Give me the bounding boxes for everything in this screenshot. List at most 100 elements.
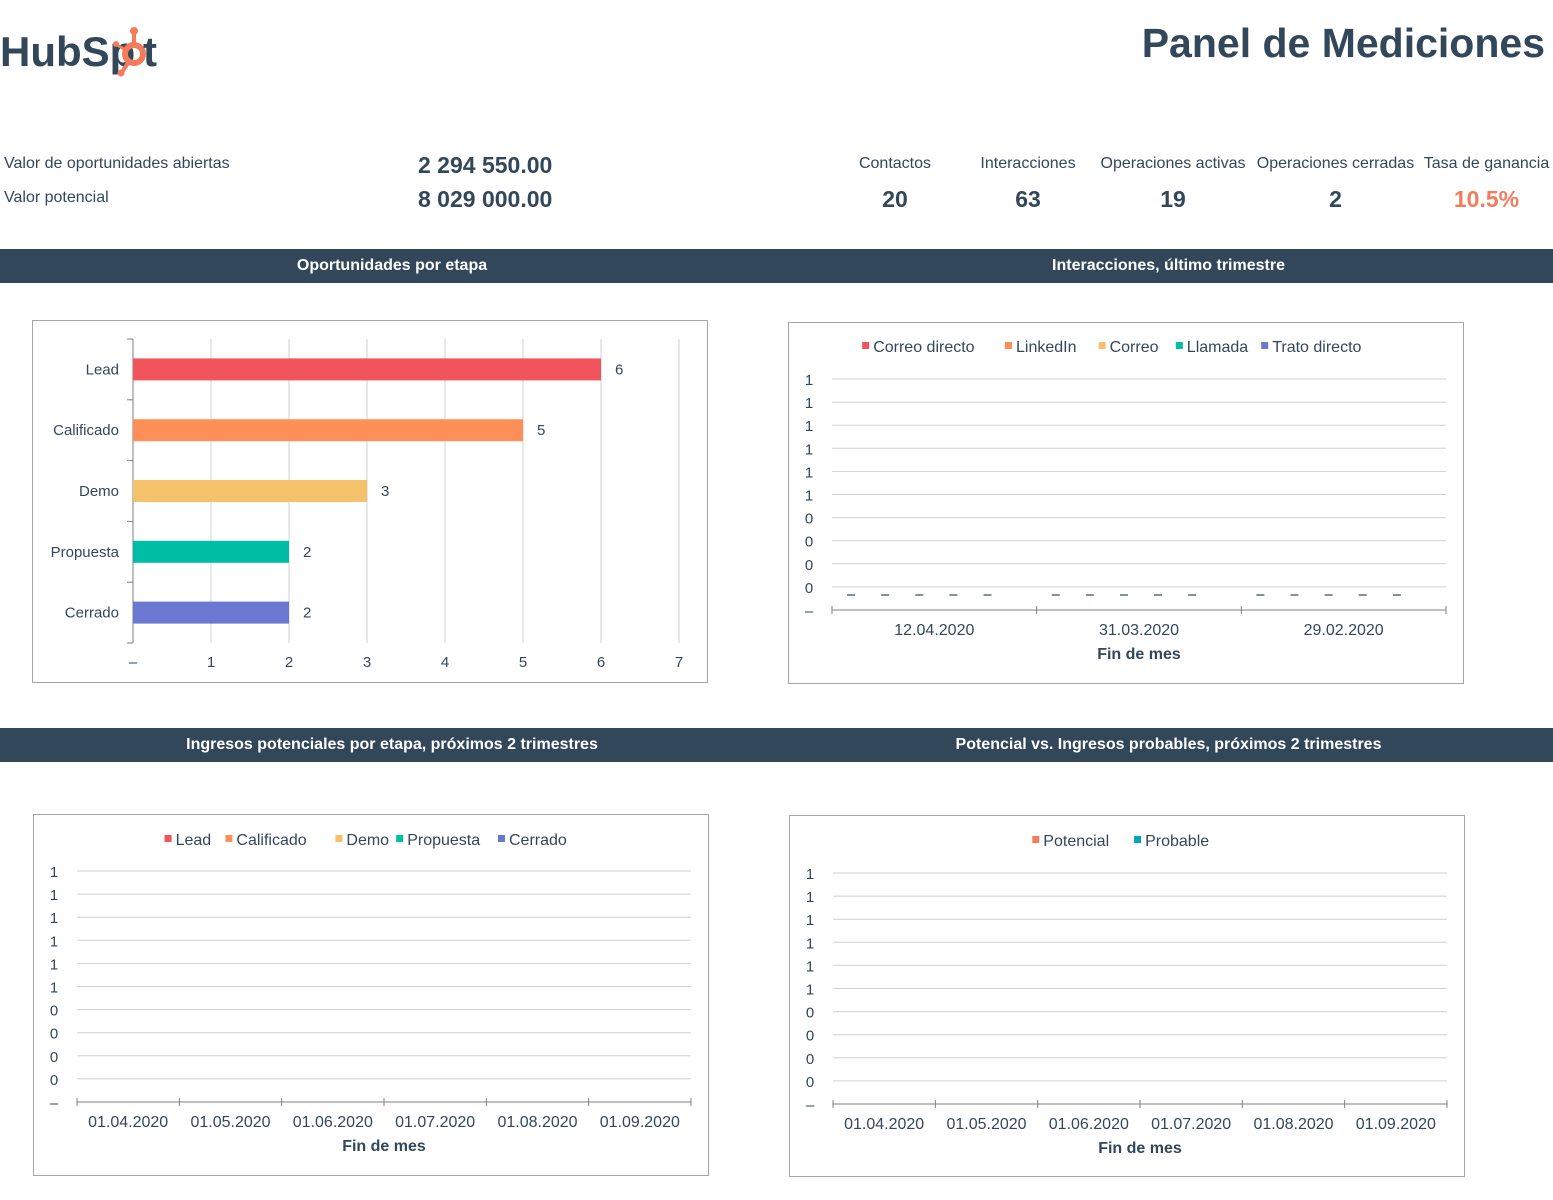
y-tick-label: 0	[806, 1074, 814, 1091]
y-tick-label: 1	[805, 418, 813, 435]
category-label: Lead	[86, 361, 119, 378]
opportunities-by-stage-chart: – 1 2 3 4 5 6 7 Lead 6 Calificado 5 Demo 3 Propuesta 2 C…	[32, 320, 708, 683]
x-tick-label: –	[129, 654, 138, 671]
category-label: Cerrado	[65, 605, 119, 622]
y-tick-label: 1	[806, 889, 814, 906]
metric-closed-deals-value: 2	[1329, 186, 1342, 212]
legend-swatch	[862, 342, 870, 349]
x-tick-label: 29.02.2020	[1304, 622, 1384, 639]
y-tick-label: 1	[50, 956, 58, 973]
x-tick-label: 01.05.2020	[946, 1116, 1026, 1133]
section-band-bottom: Ingresos potenciales por etapa, próximos…	[0, 728, 1553, 762]
x-tick-label: 01.04.2020	[88, 1114, 168, 1131]
legend-swatch	[1005, 342, 1012, 349]
x-tick-label: 3	[363, 654, 371, 671]
potential-value: 8 029 000.00	[418, 186, 553, 212]
metric-active-deals-value: 19	[1160, 186, 1186, 212]
y-tick-label: 0	[805, 557, 813, 574]
potential-value-label: Valor potencial	[4, 189, 109, 206]
y-tick-label: 1	[806, 935, 814, 952]
bar-cerrado	[133, 601, 289, 624]
x-tick-label: 2	[285, 654, 293, 671]
legend-label: Probable	[1145, 833, 1209, 850]
x-tick-label: 01.08.2020	[1253, 1116, 1333, 1133]
y-tick-label: 1	[805, 464, 813, 481]
section-title-interactions: Interacciones, último trimestre	[1052, 257, 1285, 274]
y-tick-label: –	[805, 603, 814, 620]
legend-swatch	[225, 835, 233, 842]
y-tick-label: 1	[50, 887, 58, 904]
x-tick-label: 01.09.2020	[1356, 1116, 1436, 1133]
legend-swatch	[1134, 836, 1142, 843]
y-tick-label: 0	[806, 1005, 814, 1022]
sprocket-icon	[122, 42, 146, 66]
metric-active-deals-label: Operaciones activas	[1100, 155, 1246, 172]
legend-label: Potencial	[1043, 833, 1109, 850]
category-label: Calificado	[53, 422, 119, 439]
x-tick-label: 31.03.2020	[1099, 622, 1179, 639]
section-title-opportunities: Oportunidades por etapa	[296, 257, 488, 274]
legend-label: Calificado	[236, 832, 306, 849]
data-label: 5	[537, 422, 545, 439]
x-tick-label: 01.07.2020	[1151, 1116, 1231, 1133]
hubspot-logo: HubSp t	[0, 27, 157, 77]
y-tick-label: 0	[805, 511, 813, 528]
metric-closed-deals-label: Operaciones cerradas	[1256, 155, 1415, 172]
y-tick-label: 0	[50, 1003, 58, 1020]
legend-swatch	[335, 835, 343, 842]
y-tick-label: 1	[50, 910, 58, 927]
bar-propuesta	[133, 540, 289, 563]
legend-swatch	[1261, 342, 1269, 349]
y-tick-label: 0	[806, 1028, 814, 1045]
bar-lead	[133, 358, 601, 381]
y-tick-label: 1	[805, 488, 813, 505]
legend-swatch	[1032, 836, 1040, 843]
category-label: Propuesta	[51, 544, 120, 561]
legend-swatch	[1175, 342, 1183, 349]
y-tick-label: 1	[805, 395, 813, 412]
metric-win-rate-value: 10.5%	[1453, 186, 1520, 212]
data-label: 2	[303, 605, 311, 622]
page-title: Panel de Mediciones	[1141, 20, 1545, 66]
x-tick-label: 7	[675, 654, 683, 671]
section-title-potential-vs-probable: Potencial vs. Ingresos probables, próxim…	[955, 736, 1382, 753]
y-tick-label: 0	[806, 1051, 814, 1068]
x-tick-label: 01.04.2020	[844, 1116, 924, 1133]
data-label: 6	[615, 361, 623, 378]
data-label: 2	[303, 544, 311, 561]
bar-calificado	[133, 419, 523, 442]
x-tick-label: 1	[207, 654, 215, 671]
y-tick-label: 0	[50, 1049, 58, 1066]
potential-revenue-chart: Lead Calificado Demo Propuesta Cerrado 1 1 1 1 1 1…	[33, 814, 709, 1176]
y-tick-label: 1	[805, 372, 813, 389]
y-tick-label: 0	[50, 1072, 58, 1089]
y-tick-label: 1	[805, 441, 813, 458]
y-tick-label: 0	[805, 534, 813, 551]
metric-interactions-value: 63	[1015, 186, 1041, 212]
x-tick-label: 4	[441, 654, 449, 671]
open-opportunities-value: 2 294 550.00	[418, 152, 553, 178]
y-tick-label: 0	[50, 1026, 58, 1043]
bar-demo	[133, 480, 367, 502]
metric-contacts-value: 20	[882, 186, 908, 212]
category-label: Demo	[79, 483, 119, 500]
x-axis-title: Fin de mes	[342, 1138, 426, 1155]
section-band-top: Oportunidades por etapa Interacciones, ú…	[0, 249, 1553, 283]
legend-label: Demo	[346, 832, 389, 849]
data-label: 3	[381, 483, 389, 500]
legend-label: Trato directo	[1272, 339, 1361, 356]
x-tick-label: 12.04.2020	[894, 622, 974, 639]
legend-label: Llamada	[1187, 339, 1248, 356]
legend-swatch	[498, 835, 505, 842]
y-tick-label: 0	[805, 580, 813, 597]
x-tick-label: 6	[597, 654, 605, 671]
y-tick-label: 1	[806, 866, 814, 883]
legend-label: Correo	[1110, 339, 1159, 356]
legend-label: LinkedIn	[1016, 339, 1077, 356]
legend-label: Cerrado	[509, 832, 567, 849]
legend-swatch	[1098, 342, 1106, 349]
y-tick-label: 1	[50, 980, 58, 997]
logo-text-hubsp: HubSp	[0, 28, 135, 75]
interactions-chart: Correo directo LinkedIn Correo Llamada Trato…	[788, 322, 1464, 684]
svg-text:t: t	[143, 28, 157, 75]
